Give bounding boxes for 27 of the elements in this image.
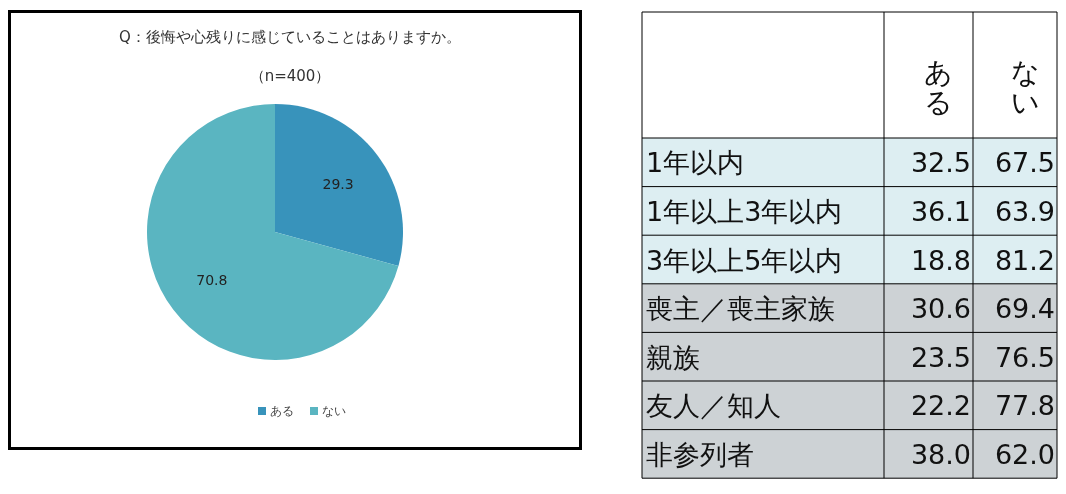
data-label: 36.1: [910, 195, 971, 227]
legend-label: ある: [270, 404, 294, 418]
data-label: 30.6: [910, 293, 971, 325]
legend-label: ない: [322, 404, 346, 418]
data-label: 67.5: [994, 147, 1055, 179]
data-label: 69.4: [994, 293, 1055, 325]
y-tick-label: 3年以上5年以内: [646, 244, 843, 276]
data-label: 29.3: [322, 175, 354, 192]
y-tick-label: 1年以内: [646, 147, 745, 179]
data-label: 76.5: [994, 341, 1055, 373]
y-tick-label: 1年以上3年以内: [646, 195, 843, 227]
data-label: 77.8: [994, 390, 1055, 422]
data-label: 81.2: [994, 244, 1055, 276]
y-tick-label: 非参列者: [646, 438, 754, 470]
data-label: 32.5: [910, 147, 971, 179]
y-tick-label: 喪主／喪主家族: [646, 293, 835, 325]
data-label: 18.8: [910, 244, 971, 276]
data-label: 62.0: [994, 438, 1055, 470]
data-label: 23.5: [910, 341, 971, 373]
data-label: 22.2: [910, 390, 971, 422]
chart-title: Q：後悔や心残りに感じていることはありますか。: [119, 28, 461, 46]
chart-subtitle: （n=400）: [249, 67, 331, 85]
data-label: 63.9: [994, 195, 1055, 227]
data-label: 70.8: [196, 272, 228, 289]
data-label: 38.0: [910, 438, 971, 470]
y-tick-label: 親族: [646, 341, 700, 373]
y-tick-label: 友人／知人: [646, 390, 781, 422]
